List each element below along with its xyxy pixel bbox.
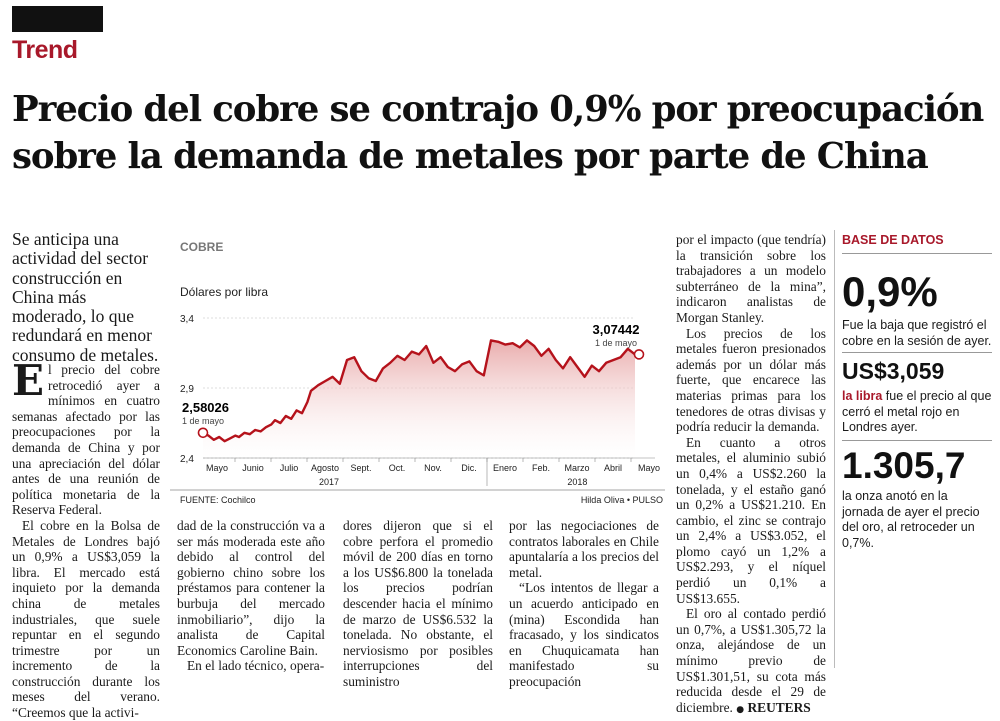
paragraph: En el lado técnico, opera- [187, 658, 325, 674]
paragraph: por el impacto (que tendría) la transici… [676, 232, 826, 325]
sidebar-divider [834, 230, 835, 668]
stat-2-bold: la libra [842, 389, 883, 403]
year-label: 2018 [567, 477, 587, 487]
chart-credit: Hilda Oliva • PULSO [581, 495, 663, 505]
x-tick-label: Junio [242, 463, 264, 473]
divider [842, 440, 992, 441]
article-column-5: por el impacto (que tendría) la transici… [676, 232, 826, 718]
end-point-marker [633, 349, 645, 360]
area-fill [203, 340, 635, 458]
x-tick-label: Nov. [424, 463, 442, 473]
x-tick-label: Julio [280, 463, 299, 473]
x-tick-label: Dic. [461, 463, 477, 473]
sidebar-title: BASE DE DATOS [842, 233, 944, 247]
masthead-bar [12, 6, 103, 32]
section-label: Trend [12, 36, 78, 64]
headline-line-1: Precio del cobre se contrajo 0,9% por pr… [12, 89, 984, 130]
paragraph: dores dijeron que si el cobre perfora el… [343, 518, 493, 689]
paragraph: En cuanto a otros metales, el aluminio s… [676, 434, 826, 606]
stat-3-value: 1.305,7 [842, 445, 966, 486]
paragraph: Los precios de los metales fueron presio… [676, 325, 826, 435]
paragraph: dad de la construcción va a ser más mode… [177, 518, 325, 658]
headline: Precio del cobre se contrajo 0,9% por pr… [12, 86, 992, 180]
paragraph: “Los intentos de llegar a un acuerdo ant… [509, 580, 659, 689]
article-column-3: dores dijeron que si el cobre perfora el… [343, 518, 493, 690]
copper-price-chart: COBRE Dólares por libra 3,4 2,9 2,4 Mayo Ju… [170, 240, 665, 505]
stat-2-value: US$3,059 [842, 358, 945, 384]
start-point-marker [197, 427, 209, 439]
stat-2-text: la libra fue el precio al que cerró el m… [842, 389, 992, 434]
paragraph: El oro al contado perdió un 0,7%, a US$1… [676, 606, 826, 715]
reuters-logo-icon: ● [736, 704, 745, 715]
y-tick-label: 2,9 [180, 384, 194, 395]
x-tick-label: Enero [493, 463, 517, 473]
chart-source: FUENTE: Cochilco [180, 495, 256, 505]
y-tick-label: 2,4 [180, 454, 194, 465]
paragraph: por las negociaciones de contratos labor… [509, 518, 659, 580]
chart-title: COBRE [180, 240, 223, 254]
x-tick-label: Marzo [564, 463, 589, 473]
x-tick-label: Feb. [532, 463, 550, 473]
start-value-label: 2,58026 [182, 400, 229, 415]
deck: Se anticipa una actividad del sector con… [12, 229, 159, 365]
paragraph: El cobre en la Bolsa de Metales de Londr… [12, 517, 160, 721]
divider [842, 253, 992, 254]
stat-3-text: la onza anotó en la jornada de ayer el p… [842, 489, 980, 550]
x-tick-label: Mayo [206, 463, 228, 473]
chart-ylabel: Dólares por libra [180, 285, 268, 299]
x-tick-label: Abril [604, 463, 622, 473]
end-value-label: 3,07442 [593, 322, 640, 337]
dropcap: E [12, 356, 45, 405]
x-tick-label: Oct. [389, 463, 406, 473]
article-column-2: dad de la construcción va a ser más mode… [177, 518, 325, 674]
divider [842, 352, 992, 353]
x-tick-label: Sept. [350, 463, 371, 473]
x-tick-label: Mayo [638, 463, 660, 473]
year-label: 2017 [319, 477, 339, 487]
headline-line-2: sobre la demanda de metales por parte de… [12, 136, 929, 177]
article-column-4: por las negociaciones de contratos labor… [509, 518, 659, 690]
start-date-label: 1 de mayo [182, 416, 224, 426]
source-credit: REUTERS [747, 699, 811, 715]
stat-1-value: 0,9% [842, 268, 938, 315]
x-tick-label: Agosto [311, 463, 339, 473]
stat-1-text: Fue la baja que registró el cobre en la … [842, 318, 992, 348]
y-tick-label: 3,4 [180, 314, 194, 325]
series-line [202, 339, 636, 443]
end-date-label: 1 de mayo [595, 338, 637, 348]
